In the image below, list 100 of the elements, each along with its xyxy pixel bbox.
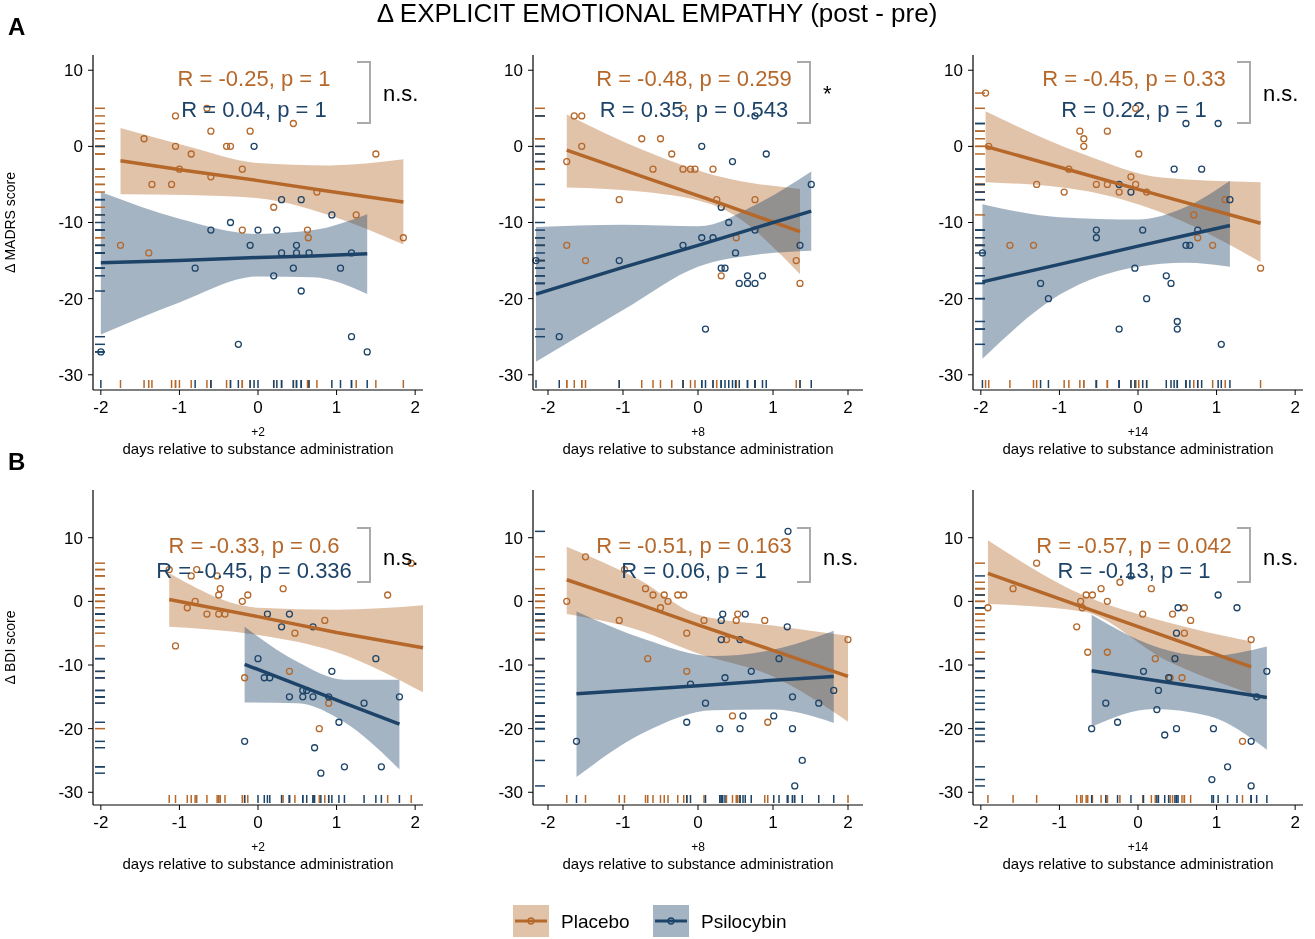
point: [1103, 597, 1112, 606]
point: [1161, 731, 1169, 739]
point: [336, 264, 345, 272]
x-tick-label: -1: [1051, 813, 1067, 832]
point: [1142, 188, 1151, 196]
x-axis-title: +8 days relative to substance administration: [562, 840, 834, 872]
point: [1171, 654, 1179, 663]
y-tick-label: -20: [938, 289, 963, 309]
point: [1127, 188, 1135, 196]
x-tick-label: 0: [253, 813, 263, 832]
x-tick-label: 2: [410, 813, 420, 832]
y-tick-label: 10: [504, 61, 523, 81]
point: [273, 226, 281, 234]
point: [815, 699, 823, 707]
point: [347, 333, 356, 341]
y-tick-label: -30: [938, 365, 963, 385]
point: [297, 196, 305, 204]
point: [203, 610, 211, 618]
point: [335, 718, 343, 726]
x-tick-label: -1: [615, 813, 631, 832]
point: [691, 165, 699, 173]
point: [1139, 226, 1147, 234]
point: [578, 112, 586, 120]
annotation: n.s.: [383, 80, 419, 106]
point: [171, 642, 180, 650]
point: [1208, 775, 1216, 784]
point: [309, 623, 317, 631]
point: [532, 256, 540, 265]
point: [716, 724, 724, 733]
x-tick-label: -2: [973, 813, 989, 832]
point: [360, 699, 368, 707]
point: [615, 196, 623, 204]
point: [1153, 705, 1161, 714]
x-axis-title: +2 days relative to substance administration: [122, 425, 394, 457]
y-tick-label: 0: [73, 592, 83, 612]
y-tick-label: -30: [58, 783, 83, 803]
x-axis-title: +2 days relative to substance administration: [122, 840, 394, 872]
point: [656, 604, 665, 612]
point: [764, 718, 772, 726]
y-tick-label: -30: [498, 365, 523, 385]
point: [270, 203, 278, 211]
x-tick-label: 1: [331, 813, 342, 832]
line-series: [99, 251, 369, 265]
point: [1247, 635, 1255, 644]
point: [1092, 226, 1101, 234]
point: [1080, 142, 1088, 151]
point: [734, 610, 742, 618]
point: [1092, 234, 1101, 242]
point: [758, 272, 767, 280]
point: [372, 150, 380, 158]
annotation: R = -0.13, p = 1: [1057, 557, 1211, 583]
point: [1076, 597, 1085, 606]
line-series: [574, 674, 836, 696]
x-tick-label: 2: [1290, 813, 1300, 832]
line-series: [242, 662, 402, 726]
point: [1214, 591, 1222, 599]
point: [377, 763, 386, 771]
point: [1168, 610, 1177, 618]
point: [1044, 294, 1053, 303]
y-tick-label: -10: [58, 655, 83, 675]
point: [981, 89, 990, 97]
point: [683, 667, 691, 676]
point: [844, 635, 852, 644]
point: [680, 591, 688, 599]
x-tick-label: 1: [1211, 398, 1222, 417]
y-tick-label: 0: [513, 592, 523, 612]
point: [698, 234, 706, 242]
point: [641, 584, 650, 593]
y-tick-label: 0: [513, 137, 523, 157]
point: [717, 616, 725, 625]
point: [1247, 737, 1255, 746]
point: [266, 674, 274, 682]
point: [309, 693, 317, 701]
point: [1131, 264, 1139, 272]
point: [1060, 188, 1068, 196]
point: [736, 635, 744, 644]
point: [226, 218, 235, 227]
point: [246, 241, 254, 249]
point: [1221, 196, 1229, 204]
y-tick-label: -10: [938, 213, 963, 233]
point: [563, 597, 571, 606]
point: [1115, 188, 1123, 196]
point: [728, 157, 737, 166]
point: [1256, 264, 1265, 272]
point: [183, 604, 191, 612]
y-tick-label: -20: [498, 289, 523, 309]
point: [297, 287, 305, 295]
point: [299, 686, 307, 695]
point: [736, 724, 744, 733]
point: [140, 135, 148, 143]
point: [743, 272, 752, 280]
point: [1182, 119, 1190, 128]
line-series: [1089, 668, 1269, 700]
point: [978, 249, 987, 257]
point: [796, 241, 804, 249]
point: [315, 724, 323, 733]
y-tick-label: -20: [58, 719, 83, 739]
point: [1113, 718, 1122, 726]
point: [187, 572, 195, 580]
point: [244, 591, 252, 599]
